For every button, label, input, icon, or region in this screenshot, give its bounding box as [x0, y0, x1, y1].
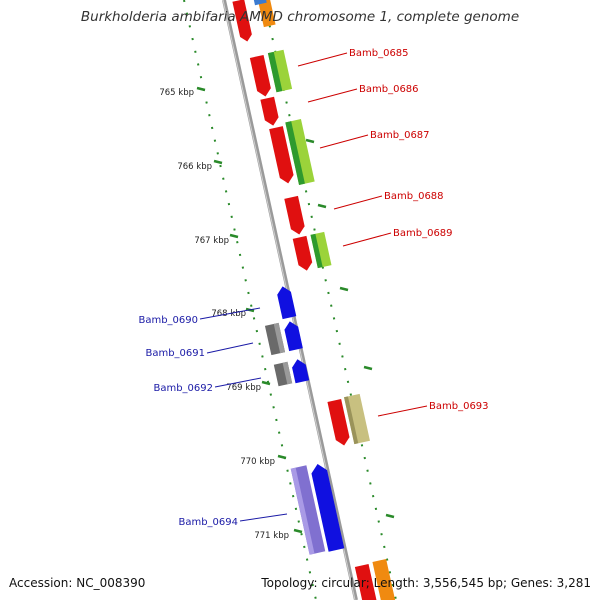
gene-label[interactable]: Bamb_0688: [384, 191, 444, 202]
accession-text: Accession: NC_008390: [9, 576, 146, 590]
gene-feature: [311, 464, 345, 552]
gene-feature: [284, 195, 305, 235]
gene-feature: [372, 559, 396, 600]
gene-feature: [273, 361, 293, 387]
gene-feature: [264, 322, 286, 356]
gene-feature: [292, 235, 313, 271]
gene-feature: [269, 126, 294, 184]
gene-feature: [251, 0, 267, 6]
gene-feature: [277, 286, 297, 320]
gene-feature: [260, 96, 279, 126]
gene-label[interactable]: Bamb_0690: [138, 315, 198, 326]
gene-feature: [327, 399, 350, 446]
gene-feature: [267, 49, 293, 93]
scale-label: 765 kbp: [159, 88, 194, 98]
gene-feature: [284, 321, 303, 352]
gene-label[interactable]: Bamb_0692: [153, 383, 213, 394]
gene-feature: [354, 563, 378, 600]
gene-feature: [310, 231, 332, 269]
gene-labels-forward: Bamb_0685 Bamb_0686 Bamb_0687 Bamb_0688 …: [349, 48, 489, 412]
scale-label: 766 kbp: [177, 162, 212, 172]
scale-label: 769 kbp: [226, 383, 261, 393]
gene-label[interactable]: Bamb_0689: [393, 228, 453, 239]
label-leaders-forward: [297, 52, 428, 417]
map-title: Burkholderia ambifaria AMMD chromosome 1…: [80, 9, 520, 25]
reverse-genes: [264, 286, 345, 555]
scale-label: 767 kbp: [194, 236, 229, 246]
scale-label: 770 kbp: [240, 457, 275, 467]
gene-feature: [285, 119, 315, 185]
gene-feature: [344, 393, 370, 445]
gene-label[interactable]: Bamb_0694: [178, 517, 238, 528]
gene-labels-reverse: Bamb_0690 Bamb_0691 Bamb_0692 Bamb_0694: [138, 315, 238, 528]
forward-genes: [232, 0, 396, 600]
gene-feature: [249, 54, 271, 97]
scale-label: 771 kbp: [254, 531, 289, 541]
gene-label[interactable]: Bamb_0693: [429, 401, 489, 412]
gene-feature: [232, 0, 252, 42]
gene-feature: [292, 359, 310, 384]
gene-label[interactable]: Bamb_0691: [145, 348, 205, 359]
gene-feature: [257, 0, 276, 28]
gene-label[interactable]: Bamb_0687: [370, 130, 430, 141]
gene-label[interactable]: Bamb_0686: [359, 84, 419, 95]
gene-label[interactable]: Bamb_0685: [349, 48, 409, 59]
gene-feature: [290, 465, 326, 555]
label-leaders-reverse: [199, 307, 288, 522]
genome-summary-text: Topology: circular; Length: 3,556,545 bp…: [261, 576, 591, 590]
